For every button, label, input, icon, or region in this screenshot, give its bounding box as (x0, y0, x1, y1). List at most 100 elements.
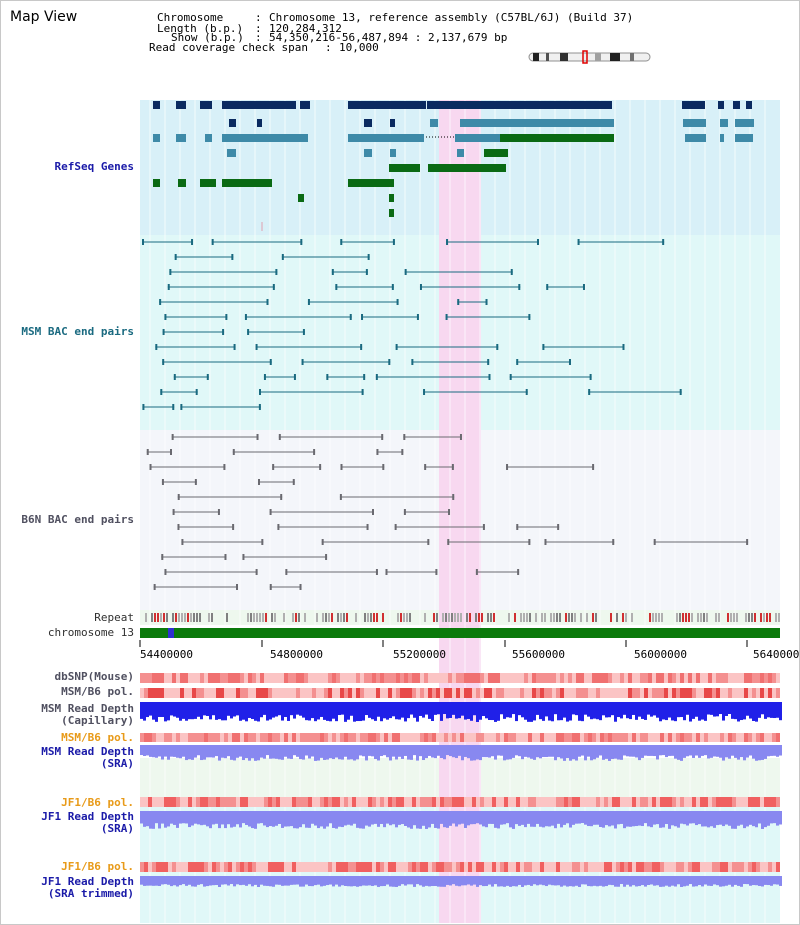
msm-pol-strip-2 (732, 733, 736, 742)
repeat-element (625, 613, 627, 622)
msm-pol-strip (144, 688, 148, 698)
header-chromosome-key: Chromosome (157, 11, 224, 24)
jf1-depth-trim-bar (296, 876, 299, 885)
msm-pol-strip-2 (568, 733, 572, 742)
msm-bac-pair-end (395, 344, 398, 350)
msm-depth-capillary-bar (425, 702, 428, 715)
jf1-depth-sra-bar (755, 811, 758, 828)
refseq-gene (720, 119, 728, 127)
jf1-pol-strip (768, 797, 772, 807)
jf1-pol-strip-2 (696, 862, 700, 872)
msm-depth-sra-bar (182, 745, 185, 757)
msm-pol-strip (152, 688, 156, 698)
jf1-depth-trim-bar (479, 876, 482, 886)
dbsnp-strip (460, 673, 464, 683)
jf1-depth-sra-bar (707, 811, 710, 828)
msm-depth-sra-bar (629, 745, 632, 757)
msm-depth-sra-bar (770, 745, 773, 756)
axis-tick-label: 54400000 (140, 648, 193, 661)
axis-tick-label: 56000000 (634, 648, 687, 661)
jf1-pol-strip (652, 797, 656, 807)
repeat-element (469, 613, 471, 622)
repeat-element (556, 613, 558, 622)
jf1-pol-strip-2 (456, 862, 460, 872)
page-title: Map View (10, 9, 78, 25)
msm-pol-strip-2 (328, 733, 332, 742)
msm-depth-capillary-bar (377, 702, 380, 717)
msm-pol-strip-2 (228, 733, 232, 742)
repeat-element (655, 613, 657, 622)
dbsnp-strip (180, 673, 184, 683)
jf1-depth-trim-bar (704, 876, 707, 885)
msm-pol-strip-2 (648, 733, 652, 742)
b6n-bac-pair-end (235, 584, 238, 590)
msm-depth-capillary-bar (665, 702, 668, 721)
msm-pol-strip (256, 688, 260, 698)
jf1-depth-sra-bar (422, 811, 425, 826)
msm-depth-capillary-bar (629, 702, 632, 720)
jf1-depth-trim-bar (368, 876, 371, 886)
msm-pol-strip-2 (240, 733, 244, 742)
jf1-depth-trim-bar (191, 876, 194, 887)
jf1-depth-sra-bar (779, 811, 782, 825)
jf1-pol-strip (268, 797, 272, 807)
jf1-depth-trim-bar (644, 876, 647, 887)
jf1-depth-trim-bar (515, 876, 518, 887)
msm-pol-strip (608, 688, 612, 698)
msm-bac-pair-end (488, 374, 491, 380)
jf1-pol-strip (300, 797, 304, 807)
msm-depth-sra-bar (497, 745, 500, 756)
msm-bac-pair-end (457, 299, 460, 305)
msm-depth-sra-bar (416, 745, 419, 761)
msm-pol-strip (180, 688, 184, 698)
msm-depth-sra-bar (398, 745, 401, 757)
jf1-pol-strip-2 (272, 862, 276, 872)
jf1-pol-strip-2 (312, 862, 316, 872)
msm-depth-sra-bar (311, 745, 314, 757)
jf1-depth-trim-bar (686, 876, 689, 886)
jf1-depth-trim-bar (419, 876, 422, 886)
dbsnp-strip (504, 673, 508, 683)
jf1-depth-trim-bar (320, 876, 323, 887)
msm-bac-pair-end (496, 344, 499, 350)
msm-pol-strip-2 (664, 733, 668, 742)
dbsnp-strip (244, 673, 248, 683)
msm-depth-capillary-bar (503, 702, 506, 719)
msm-bac-pair-end (577, 239, 580, 245)
msm-depth-capillary-bar (632, 702, 635, 715)
msm-pol-strip (536, 688, 540, 698)
jf1-depth-sra-bar (215, 811, 218, 824)
jf1-depth-trim-bar (464, 876, 467, 886)
msm-depth-capillary-bar (563, 702, 566, 718)
msm-pol-strip-2 (372, 733, 376, 742)
jf1-depth-sra-bar (308, 811, 311, 828)
dbsnp-strip (280, 673, 284, 683)
track-label-jf1-pol-1: JF1/B6 pol. (61, 796, 134, 809)
b6n-bac-pair-end (482, 524, 485, 530)
dbsnp-strip (204, 673, 208, 683)
refseq-gene (176, 134, 186, 142)
msm-bac-pair-end (331, 269, 334, 275)
msm-depth-sra-bar (212, 745, 215, 758)
msm-depth-sra-bar (236, 745, 239, 758)
jf1-depth-trim-bar (308, 876, 311, 887)
msm-depth-sra-bar (626, 745, 629, 757)
dbsnp-strip (696, 673, 700, 683)
jf1-depth-trim-bar (551, 876, 554, 886)
msm-pol-strip (376, 688, 380, 698)
msm-pol-strip-2 (752, 733, 756, 742)
repeat-element (442, 613, 444, 622)
jf1-depth-sra-bar (671, 811, 674, 826)
jf1-depth-sra-bar (395, 811, 398, 828)
repeat-element (760, 613, 762, 622)
msm-pol-strip (724, 688, 728, 698)
jf1-pol-strip (640, 797, 644, 807)
jf1-pol-strip-2 (700, 862, 704, 872)
jf1-pol-strip (340, 797, 344, 807)
jf1-depth-sra-bar (683, 811, 686, 825)
msm-depth-capillary-bar (536, 702, 539, 715)
jf1-depth-sra-bar (524, 811, 527, 828)
jf1-depth-sra-bar (413, 811, 416, 826)
msm-depth-sra-bar (251, 745, 254, 759)
